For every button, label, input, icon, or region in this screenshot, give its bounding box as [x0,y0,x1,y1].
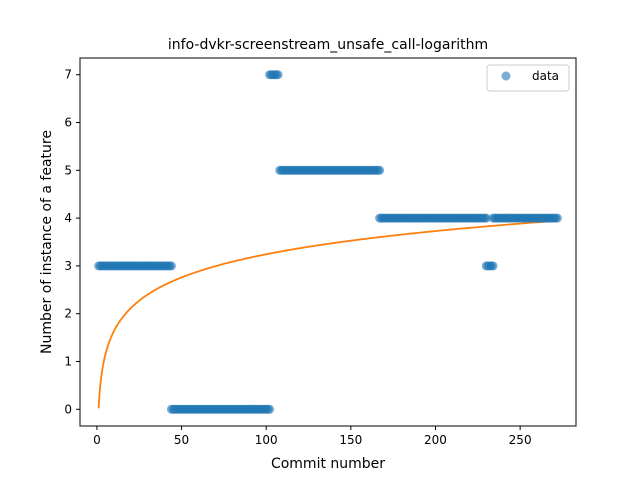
y-tick-label: 6 [64,116,72,130]
plot-area [94,70,562,414]
legend-label-data: data [532,69,559,83]
x-axis-ticks: 0 50 100 150 200 250 [93,426,532,447]
x-axis-label: Commit number [271,456,385,472]
data-point [488,261,498,271]
x-tick-label: 250 [509,433,532,447]
data-point [552,213,562,223]
y-tick-label: 3 [64,259,72,273]
y-tick-label: 5 [64,163,72,177]
x-tick-label: 150 [339,433,362,447]
fit-line [97,219,558,409]
x-tick-label: 200 [424,433,447,447]
y-axis-label: Number of instance of a feature [39,130,55,354]
legend: data [486,64,570,92]
legend-marker-data [501,71,511,81]
data-point [166,261,176,271]
y-tick-label: 7 [64,68,72,82]
data-points [94,70,562,414]
data-point [375,165,385,175]
legend-box [486,64,570,92]
x-tick-label: 100 [255,433,278,447]
y-tick-label: 2 [64,307,72,321]
data-point [481,213,491,223]
data-point [273,70,283,80]
y-tick-label: 0 [64,402,72,416]
y-tick-label: 1 [64,354,72,368]
y-axis-ticks: 0 1 2 3 4 5 6 7 [64,68,80,416]
x-tick-label: 0 [93,433,101,447]
y-tick-label: 4 [64,211,72,225]
axes-frame [79,57,577,427]
fit-layer [97,219,558,409]
data-point [265,404,275,414]
x-tick-label: 50 [174,433,189,447]
chart-title: info-dvkr-screenstream_unsafe_call-logar… [168,37,488,53]
